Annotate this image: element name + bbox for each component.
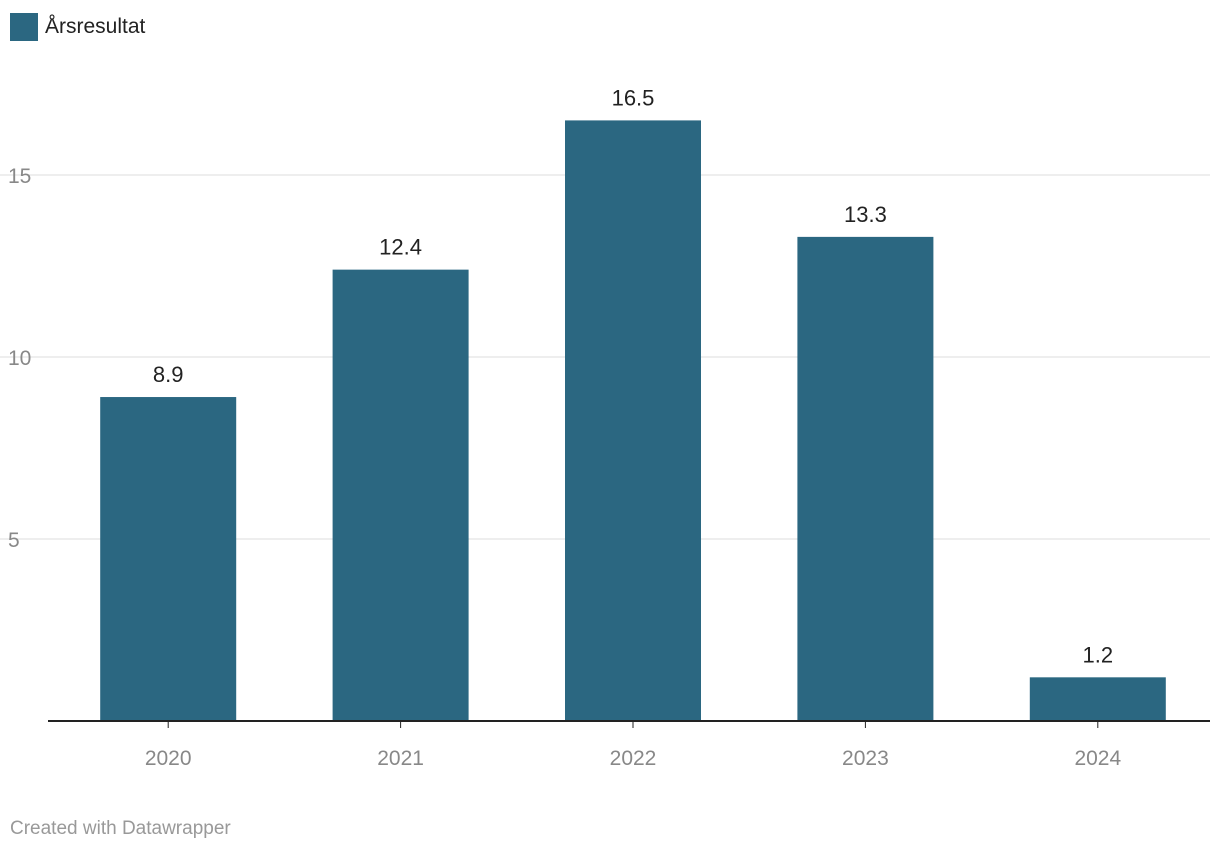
- value-label: 12.4: [379, 235, 422, 260]
- bar: [100, 397, 237, 721]
- value-label: 16.5: [612, 85, 655, 110]
- x-tick-label: 2020: [145, 747, 192, 770]
- footer-credit: Created with Datawrapper: [10, 818, 231, 839]
- bar: [797, 236, 934, 721]
- x-tick-label: 2023: [842, 747, 889, 770]
- bar: [565, 120, 701, 721]
- value-label: 8.9: [153, 362, 184, 387]
- legend-swatch: [10, 13, 38, 41]
- legend-label: Årsresultat: [45, 15, 146, 38]
- value-label: 13.3: [844, 202, 887, 227]
- x-tick-label: 2021: [377, 747, 424, 770]
- legend: Årsresultat: [10, 12, 145, 42]
- y-tick-label: 15: [8, 165, 31, 188]
- y-tick-label: 10: [8, 347, 31, 370]
- value-label: 1.2: [1083, 642, 1114, 667]
- bar: [332, 269, 469, 721]
- y-tick-label: 5: [8, 529, 20, 552]
- x-tick-label: 2022: [610, 747, 657, 770]
- bar: [1029, 677, 1166, 721]
- x-tick-label: 2024: [1074, 747, 1121, 770]
